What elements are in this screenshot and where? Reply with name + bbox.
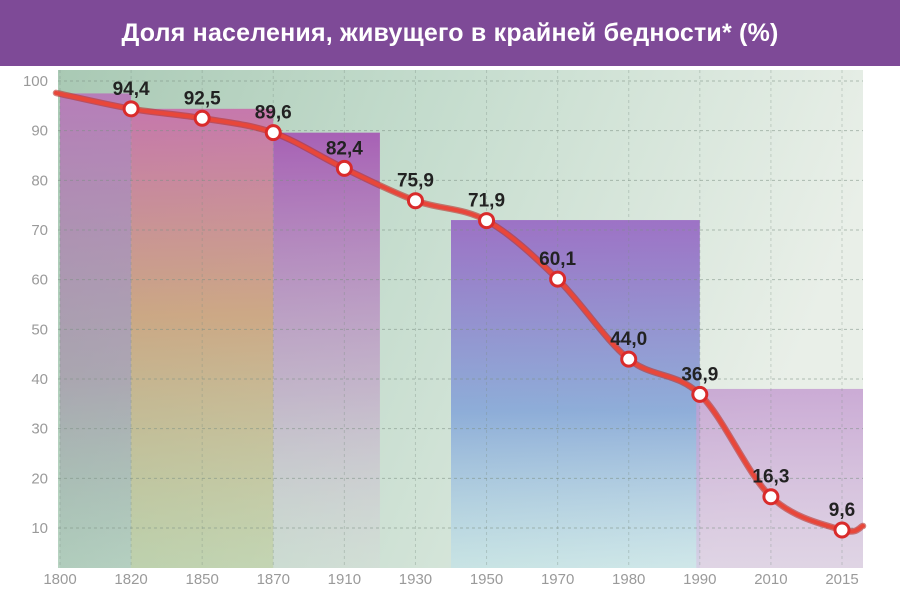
data-label-1950: 71,9 (468, 191, 505, 212)
y-tick-label: 20 (31, 470, 48, 487)
decorative-bands (60, 93, 863, 569)
data-point-1850 (193, 109, 211, 127)
data-point-1930 (406, 192, 424, 210)
x-tick-label: 1850 (185, 571, 218, 588)
data-label-1990: 36,9 (681, 364, 718, 385)
data-point-1970 (549, 270, 567, 288)
x-tick-label: 1990 (683, 571, 716, 588)
data-point-1990 (691, 385, 709, 403)
data-labels: 94,4 92,5 89,6 82,4 75,9 71,9 60,1 44,0 36,9 16,3… (113, 79, 856, 521)
x-tick-label: 1820 (114, 571, 147, 588)
x-tick-label: 1930 (399, 571, 432, 588)
data-label-2015: 9,6 (829, 500, 855, 521)
y-tick-label: 10 (31, 520, 48, 537)
data-point-2010 (762, 488, 780, 506)
x-tick-label: 1950 (470, 571, 503, 588)
background-band-4 (451, 220, 700, 569)
x-tick-label: 1910 (328, 571, 361, 588)
y-tick-label: 30 (31, 421, 48, 438)
data-label-1930: 75,9 (397, 171, 434, 192)
data-label-1910: 82,4 (326, 138, 363, 159)
x-axis: 1800 1820 1850 1870 1910 1930 1950 1970 1980 1990… (43, 571, 858, 588)
data-point-1980 (620, 350, 638, 368)
y-tick-label: 80 (31, 172, 48, 189)
x-tick-label: 1800 (43, 571, 76, 588)
background-band-1 (60, 93, 132, 569)
chart-title: Доля населения, живущего в крайней бедно… (121, 18, 779, 47)
data-point-1820 (122, 100, 140, 118)
data-label-1850: 92,5 (184, 88, 221, 109)
data-point-2015 (833, 521, 851, 539)
x-tick-label: 2010 (754, 571, 787, 588)
y-tick-label: 90 (31, 123, 48, 140)
y-tick-label: 50 (31, 321, 48, 338)
data-label-1970: 60,1 (539, 249, 576, 270)
x-tick-label: 1970 (541, 571, 574, 588)
data-label-1820: 94,4 (113, 79, 150, 100)
grid-lines (58, 70, 863, 568)
data-point-1910 (335, 159, 353, 177)
x-tick-label: 2015 (825, 571, 858, 588)
y-tick-label: 70 (31, 222, 48, 239)
data-label-1980: 44,0 (610, 329, 647, 350)
x-tick-label: 1870 (257, 571, 290, 588)
title-bar: Доля населения, живущего в крайней бедно… (0, 0, 900, 66)
data-label-1870: 89,6 (255, 103, 292, 124)
data-point-1950 (478, 212, 496, 230)
x-tick-label: 1980 (612, 571, 645, 588)
background-band-3 (273, 132, 380, 569)
data-label-2010: 16,3 (752, 467, 789, 488)
background-band-2 (131, 108, 274, 569)
y-tick-label: 40 (31, 371, 48, 388)
y-tick-label: 100 (23, 73, 48, 90)
data-markers (122, 100, 851, 539)
data-point-1870 (264, 124, 282, 142)
y-tick-label: 60 (31, 272, 48, 289)
y-axis: 100 90 80 70 60 50 40 30 20 10 (23, 73, 48, 537)
